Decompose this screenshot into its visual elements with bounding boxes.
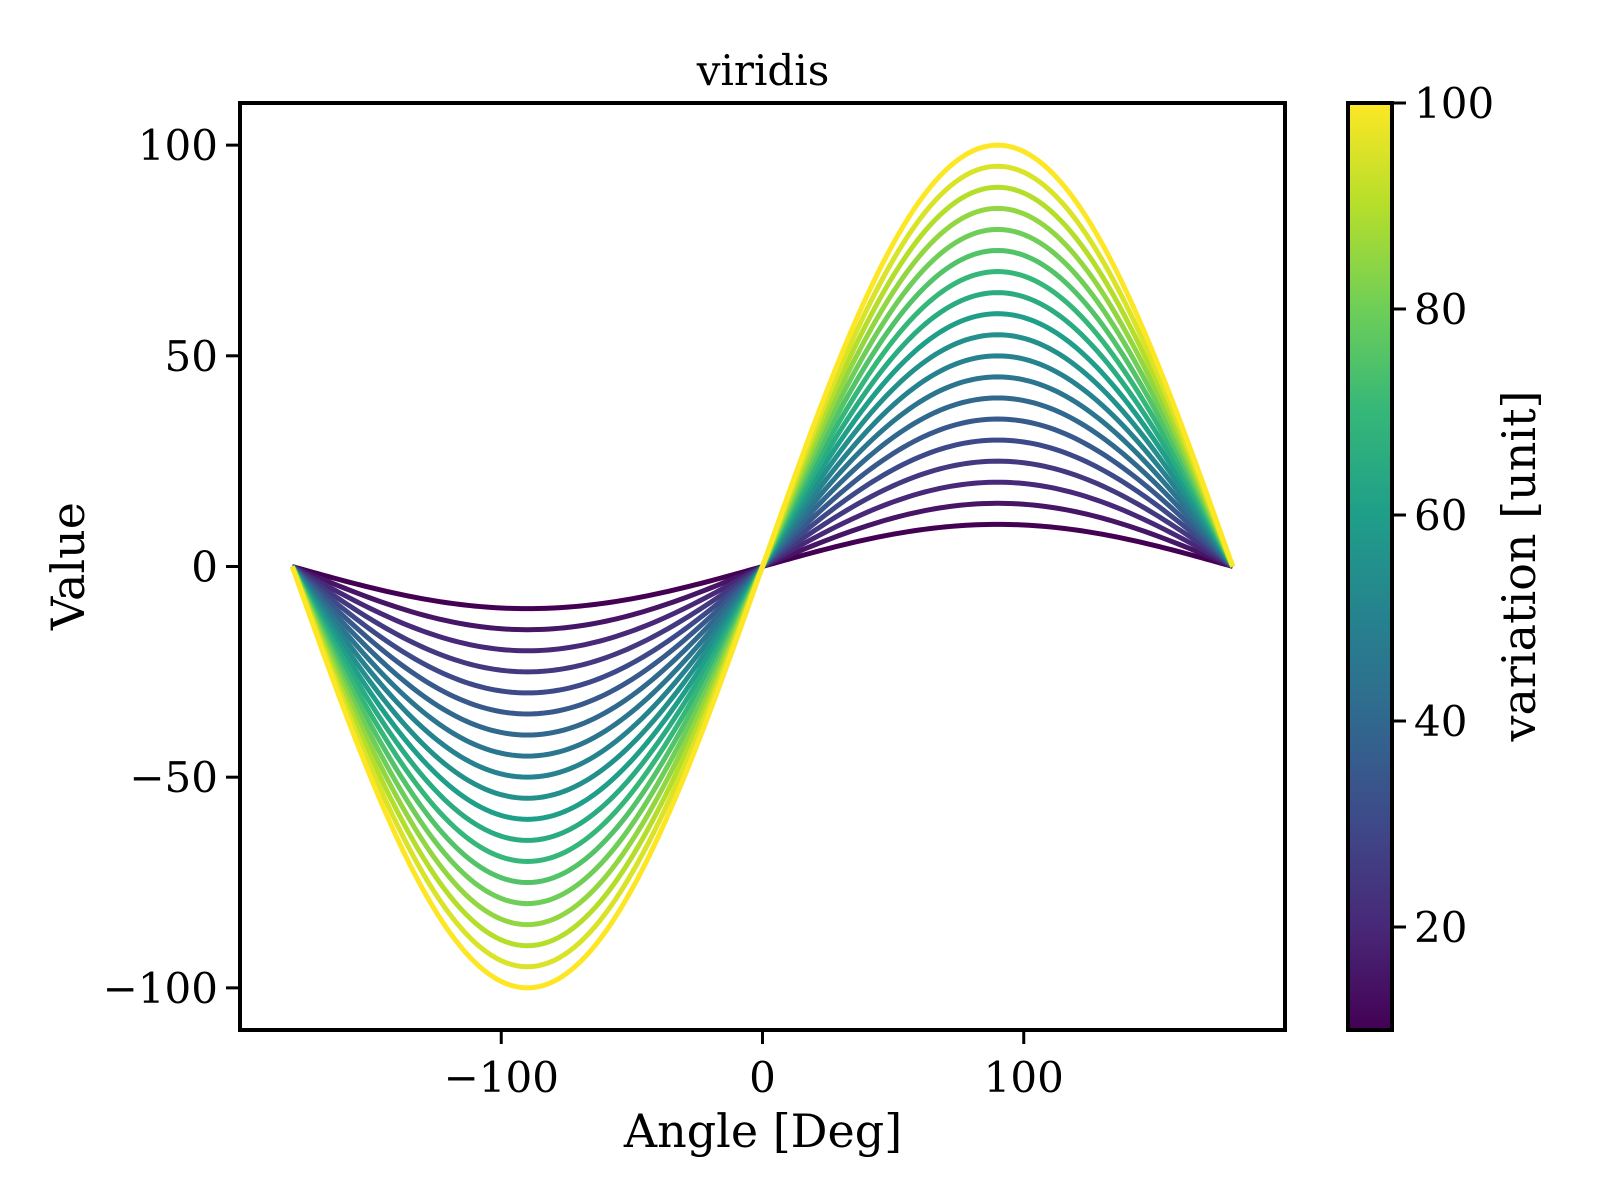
colorbar-tick-label: 40 (1414, 697, 1467, 746)
colorbar-label: variation [unit] (1492, 390, 1546, 742)
y-tick-label: 100 (138, 121, 218, 170)
y-tick-label: 0 (191, 543, 218, 592)
y-tick-label: −50 (129, 753, 218, 802)
y-tick-label: 50 (165, 332, 218, 381)
y-axis-label: Value (41, 502, 95, 631)
colorbar-tick-label: 60 (1414, 491, 1467, 540)
chart-title: viridis (696, 46, 830, 95)
series-line-100 (289, 142, 1236, 991)
x-axis-ticks: −100 0 100 (444, 1030, 1064, 1102)
x-tick-label: 0 (749, 1053, 776, 1102)
y-tick-label: −100 (103, 964, 218, 1013)
x-tick-label: 100 (984, 1053, 1064, 1102)
x-axis-label: Angle [Deg] (623, 1104, 902, 1158)
series-lines (289, 142, 1236, 991)
x-tick-label: −100 (444, 1053, 559, 1102)
colorbar (1346, 101, 1394, 1032)
colorbar-tick-label: 100 (1414, 79, 1494, 128)
y-axis-ticks: 100 50 0 −50 −100 (103, 121, 240, 1013)
colorbar-ticks: 20 40 60 80 100 (1392, 79, 1494, 952)
colorbar-tick-label: 20 (1414, 903, 1467, 952)
colorbar-tick-label: 80 (1414, 285, 1467, 334)
